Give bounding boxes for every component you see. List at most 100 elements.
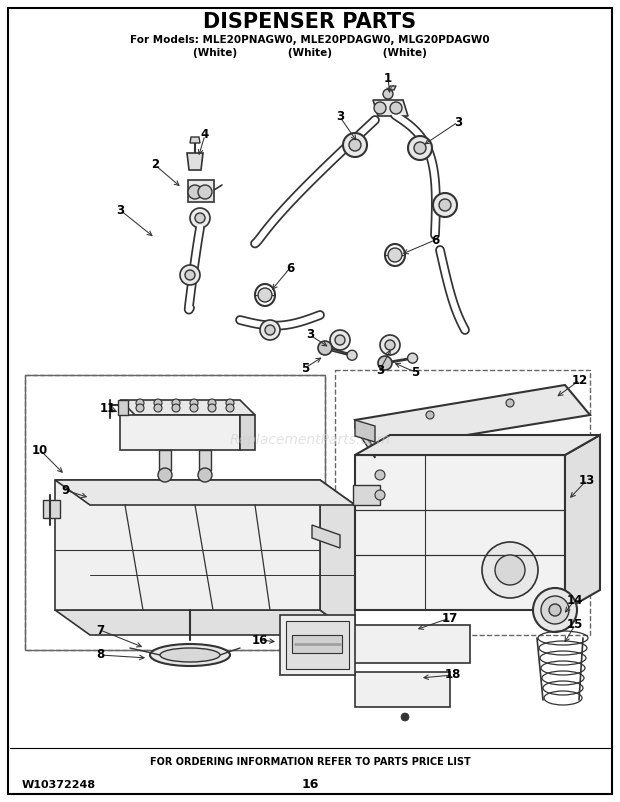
Circle shape bbox=[136, 404, 144, 412]
Circle shape bbox=[136, 399, 144, 407]
Circle shape bbox=[401, 713, 409, 721]
Text: 3: 3 bbox=[336, 111, 344, 124]
Circle shape bbox=[318, 341, 332, 355]
Circle shape bbox=[549, 604, 561, 616]
Bar bbox=[335, 370, 590, 635]
Text: 3: 3 bbox=[454, 115, 462, 128]
Circle shape bbox=[172, 404, 180, 412]
Circle shape bbox=[388, 248, 402, 262]
Circle shape bbox=[343, 133, 367, 157]
Text: 1: 1 bbox=[384, 71, 392, 84]
Circle shape bbox=[426, 411, 434, 419]
Circle shape bbox=[433, 193, 457, 217]
Polygon shape bbox=[355, 420, 375, 442]
Polygon shape bbox=[373, 100, 408, 116]
Circle shape bbox=[414, 142, 426, 154]
Polygon shape bbox=[118, 400, 128, 415]
Circle shape bbox=[335, 335, 345, 345]
Text: 3: 3 bbox=[306, 329, 314, 342]
Text: 6: 6 bbox=[286, 261, 294, 274]
Text: W10372248: W10372248 bbox=[22, 780, 96, 790]
Polygon shape bbox=[350, 625, 470, 663]
Circle shape bbox=[190, 208, 210, 228]
Circle shape bbox=[195, 213, 205, 223]
Circle shape bbox=[172, 399, 180, 407]
Circle shape bbox=[407, 353, 418, 363]
Polygon shape bbox=[321, 348, 355, 355]
Circle shape bbox=[265, 325, 275, 335]
Polygon shape bbox=[120, 415, 240, 450]
Ellipse shape bbox=[160, 648, 220, 662]
Text: 5: 5 bbox=[301, 362, 309, 375]
Circle shape bbox=[541, 596, 569, 624]
Polygon shape bbox=[312, 525, 340, 548]
Text: DISPENSER PARTS: DISPENSER PARTS bbox=[203, 12, 417, 32]
Circle shape bbox=[374, 102, 386, 114]
Polygon shape bbox=[355, 455, 565, 610]
Polygon shape bbox=[55, 610, 355, 635]
Circle shape bbox=[190, 404, 198, 412]
Polygon shape bbox=[43, 500, 60, 518]
Circle shape bbox=[495, 555, 525, 585]
Circle shape bbox=[185, 270, 195, 280]
Circle shape bbox=[188, 185, 202, 199]
Circle shape bbox=[226, 404, 234, 412]
Polygon shape bbox=[240, 415, 255, 450]
Polygon shape bbox=[187, 153, 203, 170]
Text: 3: 3 bbox=[376, 363, 384, 376]
Circle shape bbox=[533, 588, 577, 632]
Circle shape bbox=[154, 404, 162, 412]
Circle shape bbox=[408, 136, 432, 160]
Text: 2: 2 bbox=[151, 159, 159, 172]
Text: FOR ORDERING INFORMATION REFER TO PARTS PRICE LIST: FOR ORDERING INFORMATION REFER TO PARTS … bbox=[149, 757, 471, 767]
Circle shape bbox=[154, 399, 162, 407]
Polygon shape bbox=[55, 480, 355, 505]
Polygon shape bbox=[355, 672, 450, 707]
Text: 9: 9 bbox=[61, 484, 69, 496]
Polygon shape bbox=[388, 86, 396, 90]
Polygon shape bbox=[120, 400, 255, 415]
Text: 16: 16 bbox=[301, 779, 319, 792]
Circle shape bbox=[390, 102, 402, 114]
Text: 6: 6 bbox=[431, 233, 439, 246]
Circle shape bbox=[385, 340, 395, 350]
Text: 11: 11 bbox=[100, 402, 116, 415]
Polygon shape bbox=[286, 621, 349, 669]
Circle shape bbox=[378, 356, 392, 370]
Circle shape bbox=[208, 404, 216, 412]
Circle shape bbox=[349, 139, 361, 151]
Text: 14: 14 bbox=[567, 593, 583, 606]
Polygon shape bbox=[565, 435, 600, 610]
Circle shape bbox=[226, 399, 234, 407]
Circle shape bbox=[258, 288, 272, 302]
Ellipse shape bbox=[150, 644, 230, 666]
Circle shape bbox=[198, 468, 212, 482]
Text: 7: 7 bbox=[96, 623, 104, 637]
Circle shape bbox=[380, 335, 400, 355]
Circle shape bbox=[180, 265, 200, 285]
Bar bbox=[159, 450, 171, 470]
Polygon shape bbox=[188, 180, 214, 202]
Polygon shape bbox=[381, 358, 415, 363]
Circle shape bbox=[375, 470, 385, 480]
Text: For Models: MLE20PNAGW0, MLE20PDAGW0, MLG20PDAGW0: For Models: MLE20PNAGW0, MLE20PDAGW0, ML… bbox=[130, 35, 490, 45]
Bar bbox=[25, 375, 325, 650]
Bar bbox=[292, 635, 342, 653]
Text: 3: 3 bbox=[116, 204, 124, 217]
Text: 17: 17 bbox=[442, 611, 458, 625]
Circle shape bbox=[375, 490, 385, 500]
Circle shape bbox=[383, 89, 393, 99]
Polygon shape bbox=[355, 420, 375, 458]
Polygon shape bbox=[55, 480, 320, 610]
Circle shape bbox=[198, 185, 212, 199]
Text: 8: 8 bbox=[96, 649, 104, 662]
Circle shape bbox=[482, 542, 538, 598]
Text: 16: 16 bbox=[252, 634, 268, 646]
Polygon shape bbox=[355, 435, 600, 455]
Polygon shape bbox=[320, 480, 355, 635]
Circle shape bbox=[506, 399, 514, 407]
Circle shape bbox=[330, 330, 350, 350]
Circle shape bbox=[158, 468, 172, 482]
Circle shape bbox=[190, 399, 198, 407]
Polygon shape bbox=[280, 615, 355, 675]
